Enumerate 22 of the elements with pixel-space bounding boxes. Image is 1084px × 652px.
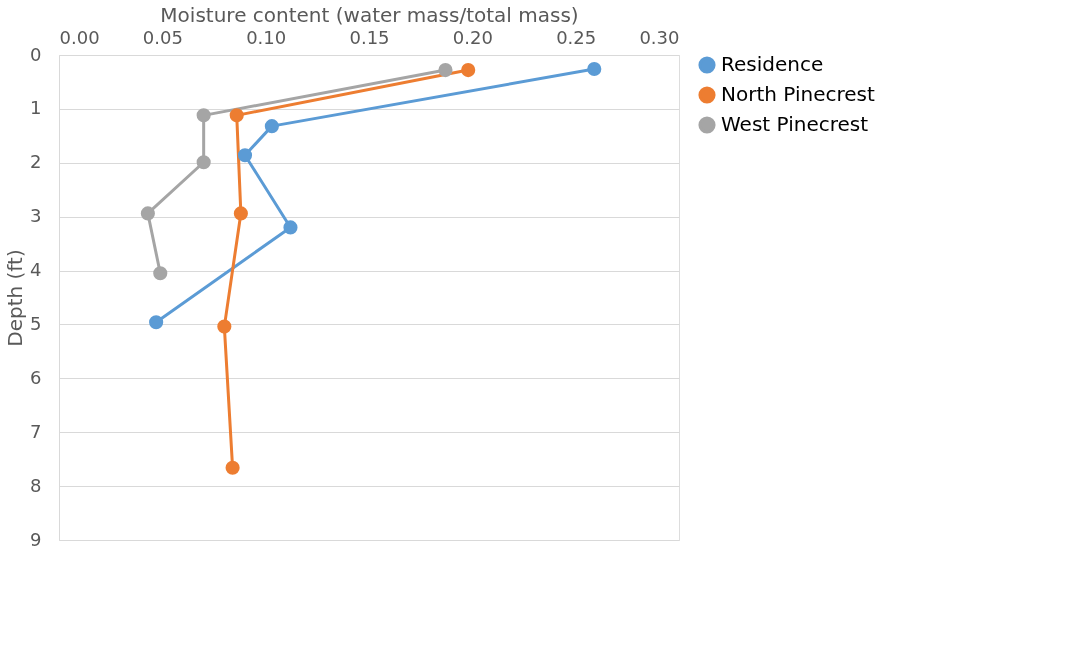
- x-tick-label: 0.25: [556, 26, 597, 48]
- x-axis-title: Moisture content (water mass/total mass): [160, 2, 579, 27]
- x-tick-label: 0.30: [639, 26, 680, 48]
- legend-label: West Pinecrest: [721, 112, 869, 136]
- y-tick-label: 4: [30, 259, 42, 281]
- y-axis-title: Depth (ft): [3, 249, 28, 347]
- legend-label: Residence: [721, 52, 824, 76]
- y-tick-label: 7: [30, 420, 42, 442]
- y-tick-label: 3: [30, 205, 42, 227]
- x-tick-label: 0.20: [452, 26, 493, 48]
- x-tick-label: 0.15: [349, 26, 390, 48]
- y-tick-label: 6: [30, 366, 42, 388]
- x-tick-label: 0.00: [59, 26, 100, 48]
- legend-label: North Pinecrest: [721, 82, 875, 106]
- y-tick-label: 5: [30, 312, 42, 334]
- x-tick-label: 0.10: [246, 26, 287, 48]
- y-tick-label: 0: [30, 43, 42, 65]
- x-tick-label: 0.05: [142, 26, 183, 48]
- y-tick-label: 9: [30, 528, 42, 550]
- y-tick-label: 2: [30, 151, 42, 173]
- y-tick-label: 8: [30, 474, 42, 496]
- y-tick-label: 1: [30, 97, 42, 119]
